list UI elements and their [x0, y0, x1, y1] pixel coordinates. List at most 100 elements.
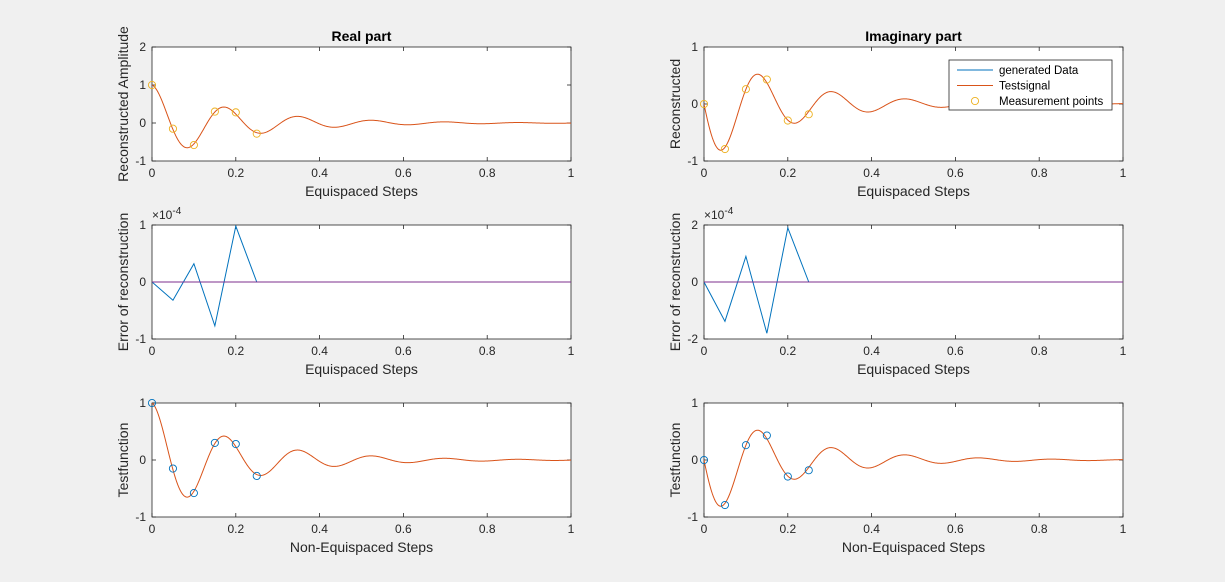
y-axis-label: Reconstructed Amplitude — [115, 26, 131, 182]
x-tick-label: 0 — [701, 344, 708, 358]
measurement-point — [741, 441, 750, 450]
plot-area — [151, 46, 572, 162]
y-tick-label: 1 — [691, 396, 698, 410]
measurement-point — [189, 489, 198, 498]
measurement-point — [804, 466, 813, 475]
x-axis-label: Equispaced Steps — [857, 183, 970, 199]
measurement-point — [699, 455, 709, 465]
x-axis-label: Equispaced Steps — [305, 361, 418, 377]
measurement-point — [147, 398, 157, 408]
measurement-point — [699, 99, 709, 109]
y-tick-label: 0 — [691, 97, 698, 111]
error-line — [704, 226, 810, 334]
x-tick-label: 0.6 — [947, 522, 964, 536]
exponent-label: ×10-4 — [152, 206, 182, 222]
x-tick-label: 0.6 — [395, 166, 412, 180]
x-tick-label: 0.6 — [947, 166, 964, 180]
testsignal-line — [704, 429, 1123, 507]
x-tick-label: 0.4 — [863, 166, 880, 180]
measurement-point — [189, 140, 198, 150]
legend-swatch-marker — [970, 96, 980, 106]
measurement-point — [168, 464, 177, 473]
y-tick-label: 0 — [691, 275, 698, 289]
x-tick-label: 0 — [701, 166, 708, 180]
exponent-label: ×10-4 — [704, 206, 734, 222]
x-tick-label: 1 — [1120, 166, 1127, 180]
x-tick-label: 0 — [149, 522, 156, 536]
y-tick-label: -1 — [135, 332, 146, 346]
y-tick-label: 0 — [691, 453, 698, 467]
plot-area — [703, 402, 1124, 518]
y-tick-label: -1 — [687, 154, 698, 168]
measurement-point — [210, 107, 219, 116]
measurement-point — [783, 472, 792, 481]
x-tick-label: 1 — [1120, 344, 1127, 358]
y-axis-label: Reconstructed — [667, 59, 683, 149]
x-axis-label: Equispaced Steps — [305, 183, 418, 199]
x-tick-label: 0.4 — [863, 522, 880, 536]
x-tick-label: 0.8 — [1031, 166, 1048, 180]
x-tick-label: 1 — [1120, 522, 1127, 536]
data-layer — [704, 429, 1123, 507]
x-tick-label: 0 — [149, 344, 156, 358]
y-axis-label: Error of reconstruction — [667, 213, 683, 352]
measurement-point — [741, 85, 750, 94]
x-tick-label: 0.2 — [779, 344, 796, 358]
measurement-point — [231, 108, 240, 117]
x-tick-label: 0.6 — [947, 344, 964, 358]
testsignal-line — [152, 84, 571, 149]
x-tick-label: 0.6 — [395, 522, 412, 536]
x-tick-label: 0.4 — [311, 522, 328, 536]
x-tick-label: 1 — [568, 344, 575, 358]
y-axis-label: Testfunction — [667, 423, 683, 498]
x-tick-label: 1 — [568, 166, 575, 180]
y-tick-label: 1 — [691, 40, 698, 54]
legend-label: Testsignal — [999, 81, 1050, 93]
x-tick-label: 0.2 — [227, 344, 244, 358]
legend: generated Data Testsignal Measurement poin… — [948, 59, 1113, 111]
legend-label: Measurement points — [999, 96, 1103, 108]
y-axis-label: Error of reconstruction — [115, 213, 131, 352]
exponent-base: ×10 — [704, 208, 725, 222]
subplot-title: Real part — [332, 28, 392, 44]
testsignal-line — [152, 403, 571, 498]
x-tick-label: 0.8 — [479, 522, 496, 536]
y-tick-label: 1 — [139, 78, 146, 92]
y-axis-label: Testfunction — [115, 423, 131, 498]
x-tick-label: 0.8 — [1031, 522, 1048, 536]
exponent-power: -4 — [172, 206, 181, 217]
measurement-point — [720, 500, 730, 510]
x-tick-label: 0.4 — [311, 344, 328, 358]
x-tick-label: 0 — [701, 522, 708, 536]
y-tick-label: 1 — [139, 396, 146, 410]
x-tick-label: 0.2 — [779, 522, 796, 536]
measurement-point — [210, 438, 219, 447]
y-tick-label: 2 — [139, 40, 146, 54]
x-tick-label: 0.4 — [863, 344, 880, 358]
measurement-point — [147, 80, 157, 90]
y-tick-label: 0 — [139, 453, 146, 467]
y-tick-label: 0 — [139, 116, 146, 130]
x-tick-label: 0.2 — [779, 166, 796, 180]
x-tick-label: 0.2 — [227, 166, 244, 180]
data-layer — [152, 403, 571, 498]
measurement-point — [762, 431, 771, 440]
y-tick-label: -1 — [135, 510, 146, 524]
x-tick-label: 0.8 — [479, 344, 496, 358]
y-tick-label: -1 — [135, 154, 146, 168]
x-tick-label: 0.8 — [479, 166, 496, 180]
measurement-point — [252, 471, 261, 481]
data-layer — [704, 226, 1123, 334]
x-tick-label: 0.2 — [227, 522, 244, 536]
error-line — [152, 225, 258, 328]
measurement-point — [783, 116, 792, 125]
exponent-base: ×10 — [152, 208, 173, 222]
measurement-point — [762, 75, 771, 84]
data-layer — [152, 225, 571, 328]
x-tick-label: 0.6 — [395, 344, 412, 358]
